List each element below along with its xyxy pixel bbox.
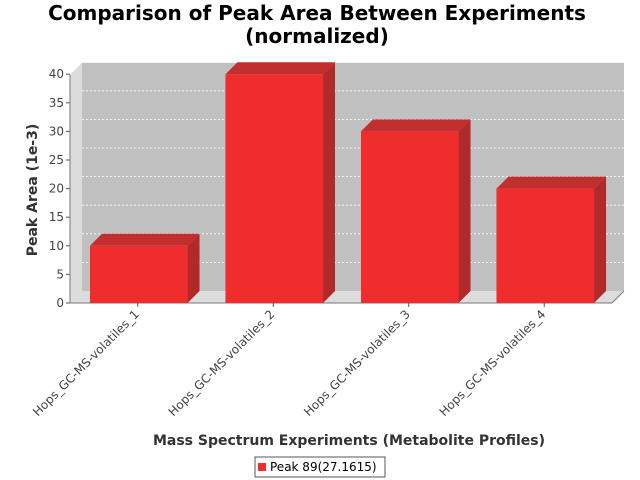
y-tick-label: 5 — [56, 267, 64, 281]
bar — [360, 131, 459, 303]
y-tick-label: 0 — [56, 296, 64, 310]
y-tick-label: 35 — [49, 96, 64, 110]
chart-title-line-2: (normalized) — [245, 24, 389, 48]
y-tick-label: 15 — [49, 210, 64, 224]
bar-top — [89, 233, 200, 246]
bar-side — [458, 119, 471, 304]
bar — [225, 74, 324, 303]
bar — [496, 188, 595, 303]
bar-side — [594, 176, 607, 303]
bar-top — [225, 62, 336, 75]
chart-title-line-1: Comparison of Peak Area Between Experime… — [48, 1, 586, 25]
legend: Peak 89(27.1615) — [254, 456, 386, 478]
plot-floor — [70, 291, 624, 303]
bar-top — [360, 119, 471, 132]
y-tick-label: 25 — [49, 153, 64, 167]
y-tick-label: 30 — [49, 124, 64, 138]
legend-box — [254, 456, 386, 478]
x-tick-label: Hops_GC-MS-volatiles_4 — [437, 307, 549, 419]
legend-series-label: Peak 89(27.1615) — [270, 460, 377, 474]
bar — [89, 245, 188, 303]
y-tick-label: 40 — [49, 67, 64, 81]
y-tick-label: 20 — [49, 182, 64, 196]
x-tick-label: Hops_GC-MS-volatiles_3 — [301, 307, 413, 419]
x-axis-label: Mass Spectrum Experiments (Metabolite Pr… — [153, 433, 545, 449]
x-tick-label: Hops_GC-MS-volatiles_2 — [166, 307, 278, 419]
plot-left-wall — [70, 62, 82, 304]
x-tick-label: Hops_GC-MS-volatiles_1 — [30, 307, 142, 419]
bar-side — [323, 62, 336, 304]
bar-side — [187, 233, 200, 303]
x-axis-depth-line — [611, 290, 625, 304]
legend-swatch — [258, 463, 266, 471]
y-tick-label: 10 — [49, 239, 64, 253]
y-axis-label: Peak Area (1e-3) — [25, 124, 41, 257]
bar-top — [496, 176, 607, 189]
